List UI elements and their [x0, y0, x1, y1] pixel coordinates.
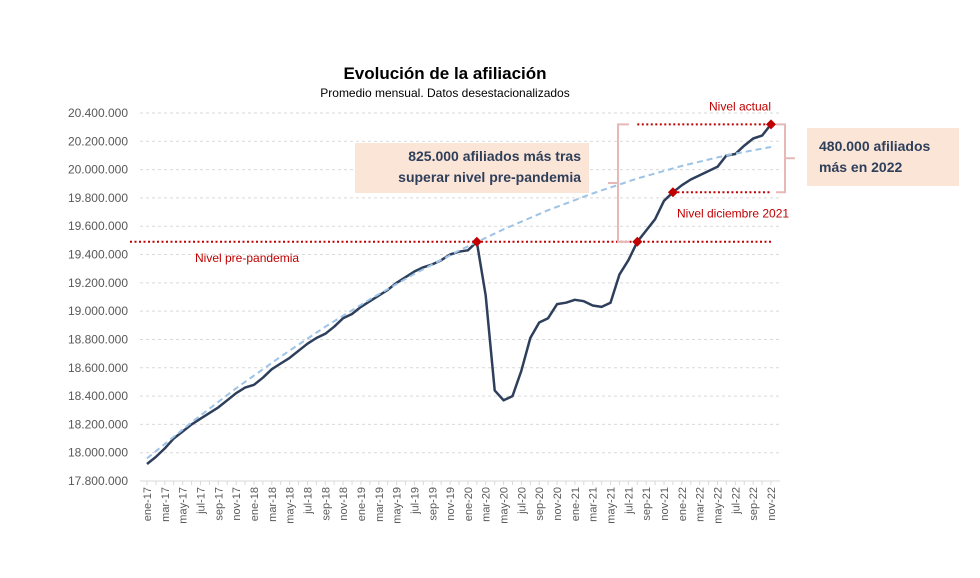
- y-tick-label: 19.200.000: [68, 276, 128, 290]
- x-tick-label: ene-19: [356, 487, 368, 521]
- x-tick-label: sep-17: [213, 487, 225, 521]
- callout-line: superar nivel pre-pandemia: [398, 169, 581, 185]
- y-tick-label: 18.200.000: [68, 417, 128, 431]
- x-tick-label: sep-20: [534, 487, 546, 521]
- x-tick-label: nov-22: [766, 487, 778, 521]
- x-tick-label: jul-21: [623, 487, 635, 515]
- x-tick-label: may-22: [713, 487, 725, 524]
- x-tick-label: nov-20: [552, 487, 564, 521]
- x-tick-label: jul-20: [516, 487, 528, 515]
- x-tick-label: may-19: [392, 487, 404, 524]
- x-tick-label: mar-22: [695, 487, 707, 522]
- x-tick-label: nov-17: [231, 487, 243, 521]
- x-tick-label: mar-20: [481, 487, 493, 522]
- x-tick-label: nov-19: [445, 487, 457, 521]
- x-tick-label: ene-22: [677, 487, 689, 521]
- diamond-marker: [667, 187, 678, 198]
- y-tick-label: 17.800.000: [68, 474, 128, 488]
- x-tick-label: jul-18: [302, 487, 314, 515]
- y-tick-label: 18.000.000: [68, 446, 128, 460]
- y-tick-label: 18.800.000: [68, 332, 128, 346]
- diamond-marker: [471, 236, 482, 247]
- x-tick-label: nov-21: [659, 487, 671, 521]
- y-tick-label: 18.600.000: [68, 361, 128, 375]
- callout-pre-pandemia: 825.000 afiliados más tras superar nivel…: [355, 143, 589, 193]
- x-tick-label: jul-22: [730, 487, 742, 515]
- y-tick-label: 18.400.000: [68, 389, 128, 403]
- callout-line: 825.000 afiliados más tras: [408, 148, 581, 164]
- bracket-pre-pandemia: [608, 123, 629, 243]
- y-tick-label: 20.000.000: [68, 163, 128, 177]
- x-tick-label: mar-19: [374, 487, 386, 522]
- trend-line: [146, 146, 772, 460]
- y-tick-label: 19.600.000: [68, 219, 128, 233]
- level-label: Nivel actual: [709, 99, 771, 113]
- x-tick-label: may-21: [606, 487, 618, 524]
- bracket-2022: [776, 123, 795, 194]
- x-tick-label: ene-21: [570, 487, 582, 521]
- level-label: Nivel pre-pandemia: [195, 251, 299, 265]
- x-tick-label: ene-18: [249, 487, 261, 521]
- y-tick-label: 20.400.000: [68, 106, 128, 120]
- x-tick-label: jul-19: [409, 487, 421, 515]
- x-tick-label: nov-18: [338, 487, 350, 521]
- diamond-marker: [632, 236, 643, 247]
- y-tick-label: 19.400.000: [68, 248, 128, 262]
- x-tick-label: may-17: [178, 487, 190, 524]
- level-label: Nivel diciembre 2021: [677, 206, 789, 220]
- x-tick-label: mar-17: [160, 487, 172, 522]
- x-tick-label: sep-22: [748, 487, 760, 521]
- x-tick-label: sep-19: [427, 487, 439, 521]
- x-tick-label: mar-21: [588, 487, 600, 522]
- y-tick-label: 20.200.000: [68, 134, 128, 148]
- callout-2022: 480.000 afiliados más en 2022: [807, 128, 959, 186]
- diamond-marker: [766, 119, 776, 130]
- y-tick-label: 19.800.000: [68, 191, 128, 205]
- callout-line: más en 2022: [819, 159, 903, 175]
- chart-title: Evolución de la afiliación: [343, 64, 546, 83]
- x-tick-label: jul-17: [195, 487, 207, 515]
- y-tick-label: 19.000.000: [68, 304, 128, 318]
- x-tick-label: mar-18: [267, 487, 279, 522]
- x-tick-label: may-18: [285, 487, 297, 524]
- x-tick-label: sep-18: [320, 487, 332, 521]
- x-tick-label: sep-21: [641, 487, 653, 521]
- callout-line: 480.000 afiliados: [819, 138, 931, 154]
- x-tick-label: ene-17: [142, 487, 154, 521]
- x-tick-label: may-20: [499, 487, 511, 524]
- chart-subtitle: Promedio mensual. Datos desestacionaliza…: [320, 86, 569, 100]
- x-tick-label: ene-20: [463, 487, 475, 521]
